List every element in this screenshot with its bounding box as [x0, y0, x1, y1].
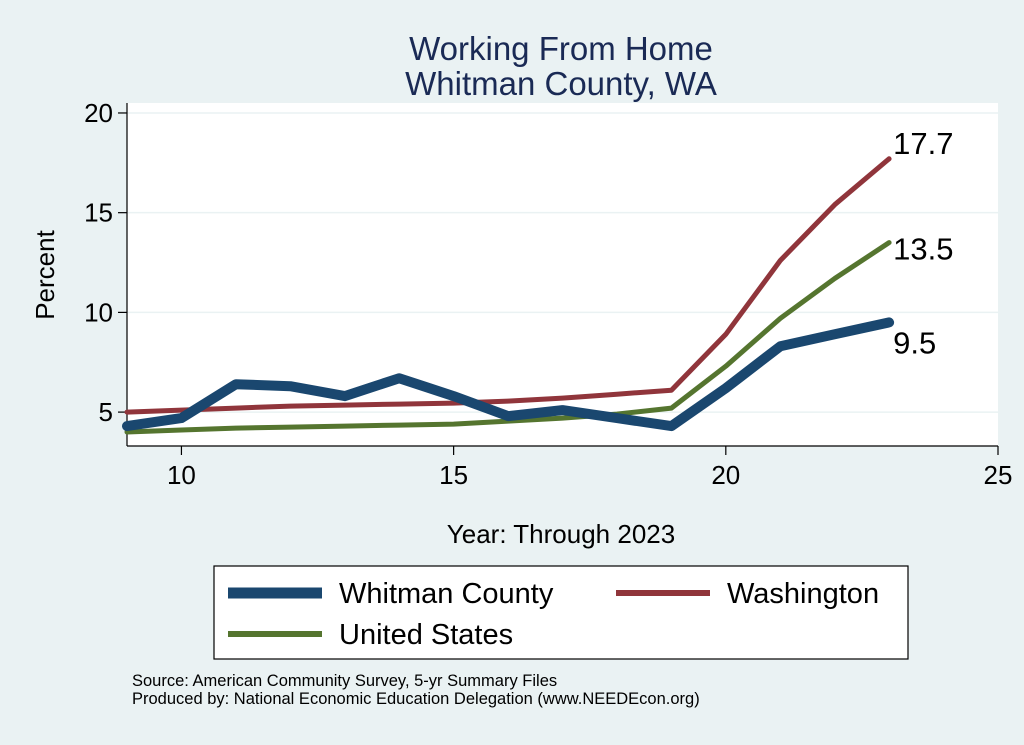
line-chart: Working From Home Whitman County, WA 5 10…	[30, 30, 1012, 660]
series-lines	[122, 156, 895, 435]
series-line-united-states	[124, 240, 892, 435]
legend: Whitman County Washington United States	[228, 578, 879, 651]
plot-area	[127, 103, 998, 446]
y-tick-label: 15	[84, 198, 113, 228]
end-label-united-states: 13.5	[893, 232, 953, 267]
series-line-washington	[124, 156, 892, 415]
end-labels: 9.5 17.7 13.5	[893, 126, 953, 361]
x-axis-ticks: 10 15 20 25	[167, 446, 1012, 490]
chart-subtitle: Whitman County, WA	[405, 65, 717, 102]
y-tick-label: 10	[84, 297, 113, 327]
y-tick-label: 20	[84, 98, 113, 128]
y-axis-ticks: 5 10 15 20	[84, 98, 127, 427]
produced-by-note: Produced by: National Economic Education…	[132, 690, 700, 708]
chart-title: Working From Home	[409, 30, 713, 67]
legend-label-washington: Washington	[727, 578, 879, 610]
legend-label-whitman-county: Whitman County	[339, 578, 554, 610]
x-tick-label: 10	[167, 460, 196, 490]
source-note: Source: American Community Survey, 5-yr …	[132, 672, 558, 690]
legend-label-united-states: United States	[339, 619, 513, 651]
x-tick-label: 20	[711, 460, 740, 490]
end-label-washington: 17.7	[893, 126, 953, 161]
y-axis-label: Percent	[30, 229, 60, 319]
x-tick-label: 15	[439, 460, 468, 490]
series-line-whitman-county	[122, 317, 895, 432]
x-axis-label: Year: Through 2023	[447, 519, 675, 549]
footer: Source: American Community Survey, 5-yr …	[132, 672, 700, 708]
legend-box	[213, 565, 909, 660]
x-tick-label: 25	[984, 460, 1013, 490]
y-tick-label: 5	[99, 397, 113, 427]
end-label-whitman-county: 9.5	[893, 325, 936, 360]
